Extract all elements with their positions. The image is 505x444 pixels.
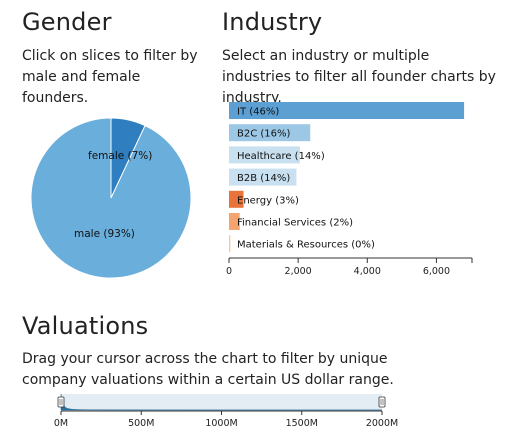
- industry-bar-chart[interactable]: IT (46%) B2C (16%) Healthcare (14%) B2B (14…: [212, 95, 502, 285]
- industry-bar[interactable]: [229, 124, 311, 142]
- gender-description: Click on slices to filter by male and fe…: [22, 48, 198, 106]
- brush-background[interactable]: [61, 394, 382, 410]
- industry-bar-label: IT (46%): [237, 107, 279, 118]
- x-tick-label: 6,000: [423, 266, 450, 277]
- gender-pie-chart[interactable]: female (7%) male (93%): [0, 0, 220, 290]
- industry-title: Industry: [222, 8, 323, 36]
- pie-label-female: female (7%): [88, 150, 152, 162]
- industry-bar-label: B2C (16%): [237, 129, 291, 140]
- industry-bar-label: B2B (14%): [237, 173, 290, 184]
- industry-bar[interactable]: [229, 235, 231, 253]
- valuations-description: Drag your cursor across the chart to fil…: [22, 351, 394, 388]
- valuations-title: Valuations: [22, 312, 149, 340]
- x-tick-label: 0M: [54, 418, 68, 429]
- x-tick-label: 500M: [128, 418, 154, 429]
- industry-bar-label: Healthcare (14%): [237, 151, 325, 162]
- x-tick-label: 2000M: [366, 418, 398, 429]
- industry-description: Select an industry or multiple industrie…: [222, 48, 496, 106]
- brush-handle-right[interactable]: [378, 396, 386, 408]
- gender-title: Gender: [22, 8, 112, 36]
- valuations-brush-chart[interactable]: 0M 500M 1000M 1500M 2000M: [40, 388, 400, 438]
- industry-bar-label: Materials & Resources (0%): [237, 240, 375, 251]
- industry-bar[interactable]: [229, 190, 244, 208]
- x-tick-label: 2,000: [285, 266, 312, 277]
- pie-slice-male[interactable]: [30, 117, 192, 279]
- x-tick-label: 1000M: [205, 418, 237, 429]
- industry-bar-label: Financial Services (2%): [237, 218, 353, 229]
- industry-bar[interactable]: [229, 146, 300, 164]
- x-tick-label: 0: [226, 266, 232, 277]
- pie-label-male: male (93%): [74, 228, 135, 240]
- industry-bar[interactable]: [229, 102, 465, 119]
- industry-bar-label: Energy (3%): [237, 195, 299, 206]
- industry-bar[interactable]: [229, 168, 297, 186]
- industry-bar[interactable]: [229, 213, 240, 230]
- x-tick-label: 4,000: [354, 266, 381, 277]
- x-tick-label: 1500M: [286, 418, 318, 429]
- brush-handle-left[interactable]: [57, 396, 65, 408]
